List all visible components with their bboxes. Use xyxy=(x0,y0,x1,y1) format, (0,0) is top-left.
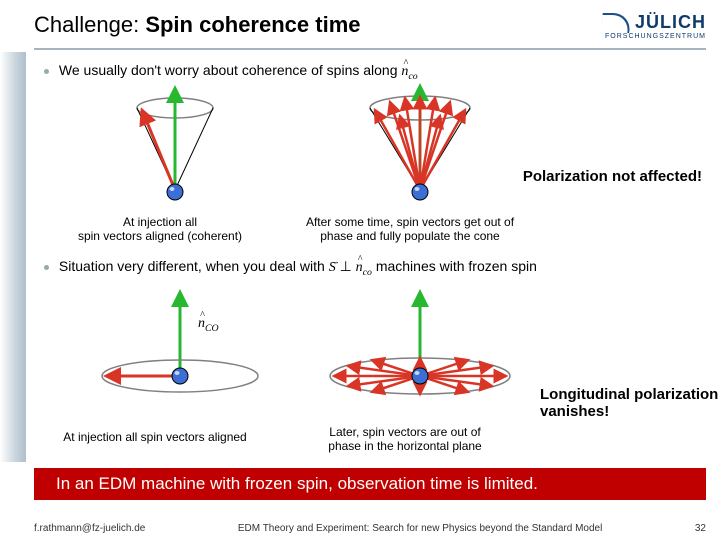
caption-injection-aligned-cone: At injection allspin vectors aligned (co… xyxy=(60,215,260,244)
line1-symbol: n^co xyxy=(401,64,417,79)
logo-swoosh-icon xyxy=(599,13,633,33)
title-prefix: Challenge: xyxy=(34,12,145,37)
callout-longitudinal-vanishes: Longitudinal polarizationvanishes! xyxy=(540,386,720,420)
axis-label-nco: n^CO xyxy=(198,316,219,334)
line1-text: We usually don't worry about coherence o… xyxy=(59,62,402,78)
line2-perp: ⊥ xyxy=(340,258,356,274)
line2-text-a: Situation very different, when you deal … xyxy=(59,258,329,274)
footer-email: f.rathmann@fz-juelich.de xyxy=(34,523,145,534)
caption-flat-out-of-phase: Later, spin vectors are out ofphase in t… xyxy=(300,425,510,454)
bullet-dot-icon xyxy=(44,265,49,270)
footer-page: 32 xyxy=(695,523,706,534)
header-underline xyxy=(34,48,706,50)
flat-diagram-coherent xyxy=(80,280,280,410)
cone-diagram-decoherent xyxy=(350,80,500,210)
bullet-line-2: Situation very different, when you deal … xyxy=(44,258,537,278)
conclusion-bar: In an EDM machine with frozen spin, obse… xyxy=(34,468,706,500)
logo-subtitle: FORSCHUNGSZENTRUM xyxy=(601,33,706,40)
logo-text: JÜLICH xyxy=(635,12,706,33)
callout-polarization-not-affected: Polarization not affected! xyxy=(523,168,702,185)
bullet-dot-icon xyxy=(44,69,49,74)
line2-text-b: machines with frozen spin xyxy=(376,258,537,274)
slide-title: Challenge: Spin coherence time xyxy=(34,12,361,38)
caption-out-of-phase-cone: After some time, spin vectors get out of… xyxy=(280,215,540,244)
line2-S: S→ xyxy=(329,260,336,275)
left-accent-bar xyxy=(0,52,26,462)
caption-flat-injection-aligned: At injection all spin vectors aligned xyxy=(40,430,270,444)
juelich-logo: JÜLICH FORSCHUNGSZENTRUM xyxy=(601,12,706,40)
flat-diagram-decoherent xyxy=(310,280,530,410)
cone-diagram-coherent xyxy=(120,80,230,210)
bullet-line-1: We usually don't worry about coherence o… xyxy=(44,62,418,82)
slide-footer: f.rathmann@fz-juelich.de EDM Theory and … xyxy=(34,523,706,534)
line2-n: n^co xyxy=(356,260,372,275)
footer-title: EDM Theory and Experiment: Search for ne… xyxy=(238,523,602,534)
title-main: Spin coherence time xyxy=(145,12,360,37)
slide-header: Challenge: Spin coherence time JÜLICH FO… xyxy=(34,12,706,40)
conclusion-text: In an EDM machine with frozen spin, obse… xyxy=(56,474,538,494)
